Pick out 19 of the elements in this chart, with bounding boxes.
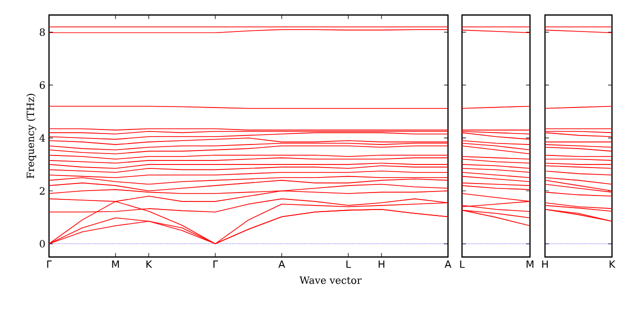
x-tick-label: H <box>542 260 548 268</box>
x-tick-label: Γ <box>47 260 52 268</box>
y-tick-label: 2 <box>40 187 44 195</box>
y-tick-label: 4 <box>39 134 45 142</box>
x-tick-label: M <box>112 260 119 268</box>
x-tick-label: H <box>378 260 384 268</box>
x-tick-label: L <box>460 260 465 268</box>
y-tick-label: 8 <box>40 28 45 36</box>
x-tick-label: Γ <box>213 260 218 268</box>
x-tick-label: L <box>346 260 351 268</box>
y-tick-label: 6 <box>40 81 45 89</box>
x-tick-label: M <box>526 260 534 268</box>
x-tick-label: A <box>278 260 286 268</box>
x-tick-label: A <box>444 260 452 268</box>
y-axis-title: Frequency (THz) <box>26 94 36 178</box>
x-tick-label: K <box>146 260 152 268</box>
x-axis-title: Wave vector <box>299 276 362 284</box>
y-tick-label: 0 <box>40 240 45 248</box>
x-tick-label: K <box>610 260 616 268</box>
